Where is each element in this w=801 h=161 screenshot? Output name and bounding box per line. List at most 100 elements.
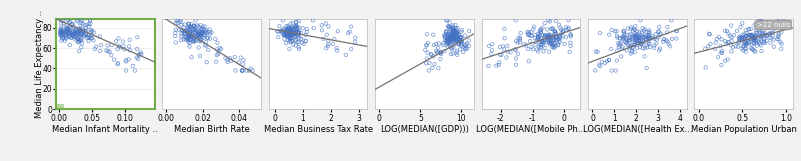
Point (520, 44, 533, 47)
Point (720, 43, 733, 45)
Point (553, 41, 566, 43)
Point (463, 30, 476, 32)
Point (183, 32, 196, 35)
Point (741, 38, 754, 40)
Point (443, 26, 456, 28)
Point (289, 32, 302, 34)
Point (628, 28, 641, 31)
Point (195, 28, 207, 31)
Point (742, 40, 755, 42)
Point (560, 26, 573, 29)
Point (739, 37, 751, 39)
Point (183, 35, 195, 38)
Point (629, 44, 642, 46)
Point (750, 40, 763, 43)
Point (758, 35, 771, 37)
Point (56, 29, 69, 32)
Point (548, 45, 561, 48)
Point (632, 42, 645, 44)
Point (618, 41, 631, 43)
Point (276, 29, 288, 32)
Point (628, 51, 641, 54)
Point (535, 43, 548, 45)
Point (449, 34, 461, 36)
Point (598, 62, 611, 64)
Point (292, 32, 305, 35)
Point (446, 38, 459, 40)
Point (289, 32, 302, 34)
Point (113, 45, 126, 47)
Point (199, 30, 212, 32)
Point (630, 42, 643, 45)
Point (274, 30, 287, 32)
Point (444, 40, 457, 43)
Point (534, 47, 547, 49)
Point (193, 32, 206, 35)
Point (444, 45, 457, 48)
Point (83, 37, 95, 39)
Point (197, 37, 210, 39)
Point (739, 35, 752, 38)
Point (280, 28, 292, 30)
Point (246, 69, 259, 72)
Point (633, 40, 646, 42)
Point (757, 26, 770, 29)
Point (183, 32, 196, 34)
Point (66, 23, 78, 25)
Point (175, 28, 188, 31)
Point (522, 34, 535, 36)
Point (594, 65, 606, 67)
Point (292, 33, 305, 36)
Point (212, 50, 225, 52)
Point (280, 34, 292, 36)
Point (639, 37, 652, 39)
Point (640, 36, 653, 38)
Point (283, 30, 296, 33)
Point (196, 26, 209, 28)
Point (452, 39, 465, 41)
Point (546, 36, 559, 38)
Point (182, 39, 195, 41)
Point (642, 31, 655, 33)
Point (441, 40, 454, 42)
Point (715, 38, 728, 41)
Point (630, 35, 643, 37)
Point (725, 36, 738, 39)
Point (181, 28, 194, 30)
Point (58, 23, 70, 26)
Point (448, 33, 461, 35)
Point (532, 36, 545, 39)
Point (614, 37, 626, 40)
Point (625, 33, 638, 36)
Point (59, 33, 72, 36)
Point (280, 29, 293, 32)
Point (421, 42, 434, 44)
Point (462, 44, 475, 47)
Point (458, 44, 471, 47)
Point (743, 42, 755, 44)
Point (448, 35, 461, 37)
Point (71, 32, 84, 34)
Point (641, 46, 654, 49)
Point (456, 39, 469, 42)
Point (450, 30, 463, 33)
Point (430, 51, 443, 54)
Point (449, 35, 462, 38)
Point (736, 37, 749, 39)
Point (745, 43, 758, 46)
Point (215, 48, 227, 50)
Point (70, 37, 83, 39)
Point (617, 38, 630, 40)
Point (642, 34, 655, 36)
Point (718, 60, 731, 62)
Point (736, 45, 749, 48)
Point (755, 35, 767, 37)
Point (60, 30, 73, 33)
Point (747, 37, 760, 40)
Point (68, 36, 81, 38)
Point (179, 33, 191, 36)
Point (292, 20, 305, 22)
Point (760, 34, 773, 37)
Point (74, 19, 87, 22)
Point (445, 48, 458, 51)
